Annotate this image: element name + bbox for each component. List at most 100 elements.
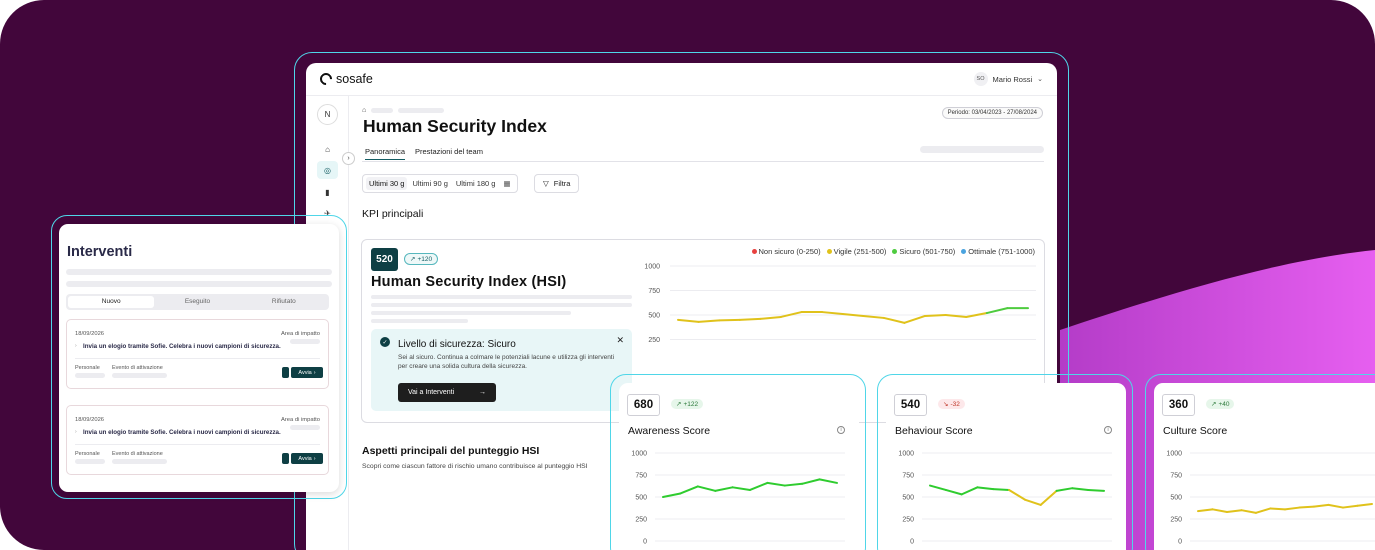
go-to-interventions-button[interactable]: Vai a Interventi → <box>398 383 496 402</box>
y-tick-label: 0 <box>643 539 647 546</box>
info-icon[interactable]: i <box>837 426 845 434</box>
start-label: Avvia <box>298 455 312 462</box>
series-line-segment <box>882 316 906 324</box>
series-line-segment <box>731 486 751 491</box>
series-line-segment <box>1226 509 1243 513</box>
series-line-segment <box>924 314 947 317</box>
range-30-days[interactable]: Ultimi 30 g <box>366 177 408 190</box>
filter-button[interactable]: ▽ Filtra <box>534 174 580 193</box>
value-skeleton <box>75 373 105 378</box>
rocket-icon[interactable]: ✈ <box>324 208 331 218</box>
intervention-options-button[interactable] <box>282 367 289 378</box>
series-line-segment <box>1055 487 1074 492</box>
awareness-card-frame <box>610 374 866 550</box>
chevron-down-icon: ⌄ <box>1037 76 1043 83</box>
delta-value: +40 <box>1218 400 1230 408</box>
range-180-days[interactable]: Ultimi 180 g <box>455 179 496 188</box>
user-name: Mario Rossi <box>992 74 1033 84</box>
y-tick-label: 250 <box>902 517 914 524</box>
filter-label: Filtra <box>553 179 571 188</box>
series-line-segment <box>1039 489 1058 506</box>
breadcrumb-skeleton <box>371 108 394 113</box>
score-value: 680 <box>627 394 660 416</box>
legend-label: Sicuro (501-750) <box>899 247 956 256</box>
series-line-segment <box>818 478 838 484</box>
legend-label: Vigile (251-500) <box>833 247 887 256</box>
legend-item: Non sicuro (0-250) <box>751 247 821 256</box>
text-skeleton <box>66 269 332 275</box>
series-line-segment <box>1284 506 1301 511</box>
intervention-card: 18/09/2026 Area di impatto › Invia un el… <box>66 319 329 389</box>
intervention-date: 18/09/2026 <box>75 417 105 423</box>
personnel-label: Personale <box>75 365 100 371</box>
value-skeleton <box>112 459 167 464</box>
y-tick-label: 500 <box>1170 495 1182 502</box>
tab-panoramica[interactable]: Panoramica <box>365 147 406 160</box>
y-tick-label: 500 <box>902 495 914 502</box>
delta-value: +122 <box>683 400 699 408</box>
y-tick-label: 1000 <box>631 451 647 458</box>
breadcrumb: ⌂ <box>362 107 445 114</box>
y-tick-label: 1000 <box>644 264 660 271</box>
series-line-segment <box>1356 503 1373 507</box>
score-value: 540 <box>894 394 927 416</box>
culture-score-card: 360 ↗ +40 Culture Score 1000 750 500 250 0 <box>1154 383 1375 550</box>
hsi-delta-badge: ↗ +120 <box>404 253 439 265</box>
tab-nuovo[interactable]: Nuovo <box>68 296 155 308</box>
delta-value: -32 <box>950 400 960 408</box>
series-line-segment <box>759 315 782 320</box>
tab-prestazioni-team[interactable]: Prestazioni del team <box>415 147 483 156</box>
start-intervention-button[interactable]: Avvia › <box>291 453 323 464</box>
sidebar-expand-button[interactable]: › <box>342 152 355 165</box>
top-bar: sosafe SO Mario Rossi ⌄ <box>306 63 1057 96</box>
intervention-card: 18/09/2026 Area di impatto › Invia un el… <box>66 405 329 475</box>
series-line-segment <box>1342 504 1359 509</box>
page-tabs: Panoramica Prestazioni del team <box>362 145 1044 162</box>
y-tick-label: 250 <box>1170 517 1182 524</box>
chart-bars-icon[interactable]: ▮ <box>325 187 330 197</box>
intervention-options-button[interactable] <box>282 453 289 464</box>
security-level-description: Sei al sicuro. Continua a colmare le pot… <box>398 354 615 370</box>
y-tick-label: 250 <box>648 337 660 344</box>
series-line-segment <box>1197 508 1214 513</box>
tab-rifiutato[interactable]: Rifiutato <box>271 298 296 305</box>
tab-eseguito[interactable]: Eseguito <box>184 298 211 305</box>
security-level-title: Livello di sicurezza: Sicuro <box>398 339 516 350</box>
series-line-segment <box>677 318 700 323</box>
range-90-days[interactable]: Ultimi 90 g <box>412 179 448 188</box>
y-tick-label: 750 <box>635 473 647 480</box>
series-line-segment <box>714 486 734 492</box>
series-line-segment <box>697 319 721 323</box>
aspects-subtitle: Scopri come ciascun fattore di rischio u… <box>362 463 588 470</box>
text-skeleton <box>371 311 571 315</box>
series-line-segment <box>1023 498 1042 506</box>
user-menu[interactable]: SO Mario Rossi ⌄ <box>973 72 1043 86</box>
trend-up-icon: ↗ <box>1211 401 1217 408</box>
start-intervention-button[interactable]: Avvia › <box>291 367 323 378</box>
close-icon[interactable]: ✕ <box>616 335 624 345</box>
breadcrumb-home-icon[interactable]: ⌂ <box>362 107 367 114</box>
hsi-line-chart: 1000 750 500 250 <box>644 264 1036 344</box>
series-line-segment <box>862 314 885 319</box>
series-line-segment <box>992 488 1011 491</box>
home-icon[interactable]: ⌂ <box>325 144 330 154</box>
sosafe-logo[interactable]: sosafe <box>317 70 373 88</box>
y-tick-label: 750 <box>902 473 914 480</box>
y-tick-label: 250 <box>635 517 647 524</box>
start-label: Avvia <box>298 369 312 376</box>
chevron-right-icon: › <box>313 369 316 376</box>
score-title: Behaviour Score <box>895 425 973 437</box>
org-avatar[interactable]: N <box>317 104 338 125</box>
interventions-title: Interventi <box>67 244 133 260</box>
date-range-selector: Ultimi 30 g Ultimi 90 g Ultimi 180 g ▦ <box>362 174 518 193</box>
info-icon[interactable]: i <box>1104 426 1112 434</box>
calendar-icon[interactable]: ▦ <box>503 179 511 188</box>
tabs-skeleton <box>920 146 1044 153</box>
culture-card-frame <box>1145 374 1375 550</box>
trigger-event-label: Evento di attivazione <box>112 365 163 371</box>
series-line-segment <box>965 312 988 318</box>
series-line-segment <box>1008 488 1026 501</box>
hsi-nav-icon[interactable]: ◎ <box>317 161 338 179</box>
chevron-right-icon: › <box>313 455 316 462</box>
score-value: 360 <box>1162 394 1195 416</box>
